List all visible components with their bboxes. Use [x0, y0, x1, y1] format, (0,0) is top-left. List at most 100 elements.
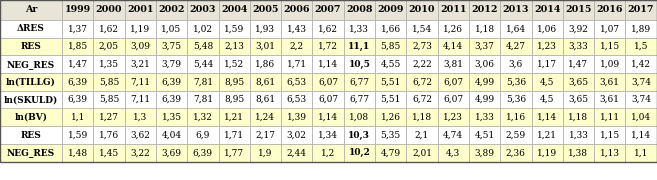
Bar [312, 20, 344, 38]
Text: 3,74: 3,74 [631, 77, 651, 86]
Text: 8,95: 8,95 [224, 77, 244, 86]
Text: 3,61: 3,61 [600, 77, 620, 86]
Bar [532, 0, 563, 20]
Bar [469, 144, 500, 162]
Text: 1,35: 1,35 [162, 113, 181, 122]
Text: 6,72: 6,72 [412, 95, 432, 104]
Text: 1,64: 1,64 [506, 24, 526, 33]
Text: 1,13: 1,13 [600, 148, 620, 157]
Text: ln(BV): ln(BV) [14, 113, 47, 122]
Bar [438, 20, 469, 38]
Text: 6,07: 6,07 [318, 77, 338, 86]
Text: 3,33: 3,33 [568, 42, 588, 51]
Text: 1,21: 1,21 [537, 130, 557, 140]
Bar [532, 73, 563, 91]
Bar [62, 109, 93, 126]
Text: 3,21: 3,21 [130, 60, 150, 69]
Text: 3,81: 3,81 [443, 60, 463, 69]
Text: 1,52: 1,52 [224, 60, 244, 69]
Text: 1,14: 1,14 [631, 130, 651, 140]
Text: 1,07: 1,07 [600, 24, 620, 33]
Bar [250, 0, 281, 20]
Text: 1,33: 1,33 [474, 113, 495, 122]
Bar [438, 0, 469, 20]
Text: 2003: 2003 [190, 6, 216, 15]
Bar [500, 38, 532, 55]
Bar [156, 38, 187, 55]
Text: 3,61: 3,61 [600, 95, 620, 104]
Bar [156, 73, 187, 91]
Bar [375, 144, 406, 162]
Bar [0, 73, 62, 91]
Text: 4,99: 4,99 [474, 77, 495, 86]
Bar [156, 55, 187, 73]
Bar [563, 144, 594, 162]
Text: 3,6: 3,6 [509, 60, 523, 69]
Bar [62, 55, 93, 73]
Bar [125, 20, 156, 38]
Bar [62, 38, 93, 55]
Bar [187, 20, 219, 38]
Text: 2011: 2011 [440, 6, 466, 15]
Text: 3,02: 3,02 [287, 130, 307, 140]
Bar [93, 109, 125, 126]
Bar [563, 20, 594, 38]
Text: 3,79: 3,79 [162, 60, 181, 69]
Bar [281, 38, 312, 55]
Text: 6,77: 6,77 [350, 77, 369, 86]
Bar [0, 55, 62, 73]
Bar [219, 0, 250, 20]
Bar [125, 91, 156, 109]
Text: 7,81: 7,81 [193, 77, 213, 86]
Text: 1,38: 1,38 [568, 148, 589, 157]
Bar [187, 109, 219, 126]
Text: 1,21: 1,21 [224, 113, 244, 122]
Text: 2006: 2006 [284, 6, 310, 15]
Text: 1,3: 1,3 [133, 113, 147, 122]
Text: 6,72: 6,72 [412, 77, 432, 86]
Text: 1,43: 1,43 [286, 24, 307, 33]
Text: 1,35: 1,35 [99, 60, 119, 69]
Text: 1,06: 1,06 [537, 24, 557, 33]
Text: ln(TILLG): ln(TILLG) [6, 77, 56, 86]
Text: 2016: 2016 [597, 6, 623, 15]
Text: 5,35: 5,35 [380, 130, 401, 140]
Text: 1,62: 1,62 [99, 24, 119, 33]
Text: 10,3: 10,3 [348, 130, 371, 140]
Bar [312, 126, 344, 144]
Text: 4,55: 4,55 [380, 60, 401, 69]
Bar [500, 55, 532, 73]
Bar [281, 55, 312, 73]
Bar [406, 73, 438, 91]
Text: 3,74: 3,74 [631, 95, 651, 104]
Bar [219, 144, 250, 162]
Text: 4,04: 4,04 [162, 130, 181, 140]
Bar [93, 55, 125, 73]
Bar [93, 0, 125, 20]
Text: 1,04: 1,04 [631, 113, 651, 122]
Bar [344, 55, 375, 73]
Bar [312, 55, 344, 73]
Text: 1,71: 1,71 [286, 60, 307, 69]
Text: 1,15: 1,15 [600, 42, 620, 51]
Text: 1,32: 1,32 [193, 113, 213, 122]
Bar [93, 126, 125, 144]
Bar [281, 91, 312, 109]
Text: 1,14: 1,14 [318, 113, 338, 122]
Bar [250, 109, 281, 126]
Text: 1,1: 1,1 [634, 148, 648, 157]
Bar [62, 0, 93, 20]
Bar [281, 144, 312, 162]
Bar [62, 144, 93, 162]
Bar [250, 73, 281, 91]
Text: 4,3: 4,3 [446, 148, 461, 157]
Text: 3,92: 3,92 [568, 24, 589, 33]
Text: 2,44: 2,44 [286, 148, 307, 157]
Text: 1,2: 1,2 [321, 148, 335, 157]
Bar [125, 144, 156, 162]
Text: 1,1: 1,1 [70, 113, 85, 122]
Text: 1,85: 1,85 [68, 42, 88, 51]
Text: 6,07: 6,07 [443, 95, 463, 104]
Text: 4,79: 4,79 [380, 148, 401, 157]
Text: 1,76: 1,76 [99, 130, 119, 140]
